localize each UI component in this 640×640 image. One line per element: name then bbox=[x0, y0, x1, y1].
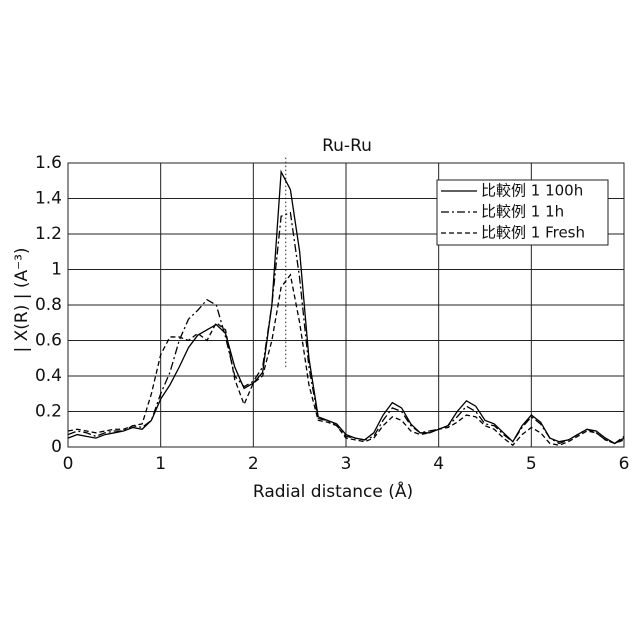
y-tick-label: 0.4 bbox=[35, 366, 62, 386]
y-tick-label: 1.6 bbox=[35, 153, 62, 173]
x-tick-label: 0 bbox=[63, 454, 74, 474]
y-tick-label: 0.2 bbox=[35, 402, 62, 422]
x-tick-label: 1 bbox=[155, 454, 166, 474]
y-tick-label: 0.6 bbox=[35, 331, 62, 351]
y-tick-label: 1.2 bbox=[35, 224, 62, 244]
legend-label: 比較例 1 100h bbox=[481, 182, 583, 200]
x-axis-label: Radial distance (Å) bbox=[253, 480, 413, 502]
legend-label: 比較例 1 Fresh bbox=[481, 224, 585, 242]
x-tick-label: 4 bbox=[433, 454, 444, 474]
y-axis-label: | X(R) | (A⁻³) bbox=[12, 247, 32, 352]
y-tick-label: 0 bbox=[51, 437, 62, 457]
y-tick-label: 1.4 bbox=[35, 189, 62, 209]
x-tick-label: 3 bbox=[341, 454, 352, 474]
chart-title: Ru-Ru bbox=[322, 136, 372, 156]
x-tick-label: 2 bbox=[248, 454, 259, 474]
legend-label: 比較例 1 1h bbox=[481, 203, 564, 221]
x-tick-label: 5 bbox=[526, 454, 537, 474]
chart: Ru-Ru Radial distance (Å) | X(R) | (A⁻³)… bbox=[0, 0, 640, 640]
y-tick-label: 0.8 bbox=[35, 295, 62, 315]
y-tick-label: 1 bbox=[51, 260, 62, 280]
x-tick-label: 6 bbox=[619, 454, 630, 474]
